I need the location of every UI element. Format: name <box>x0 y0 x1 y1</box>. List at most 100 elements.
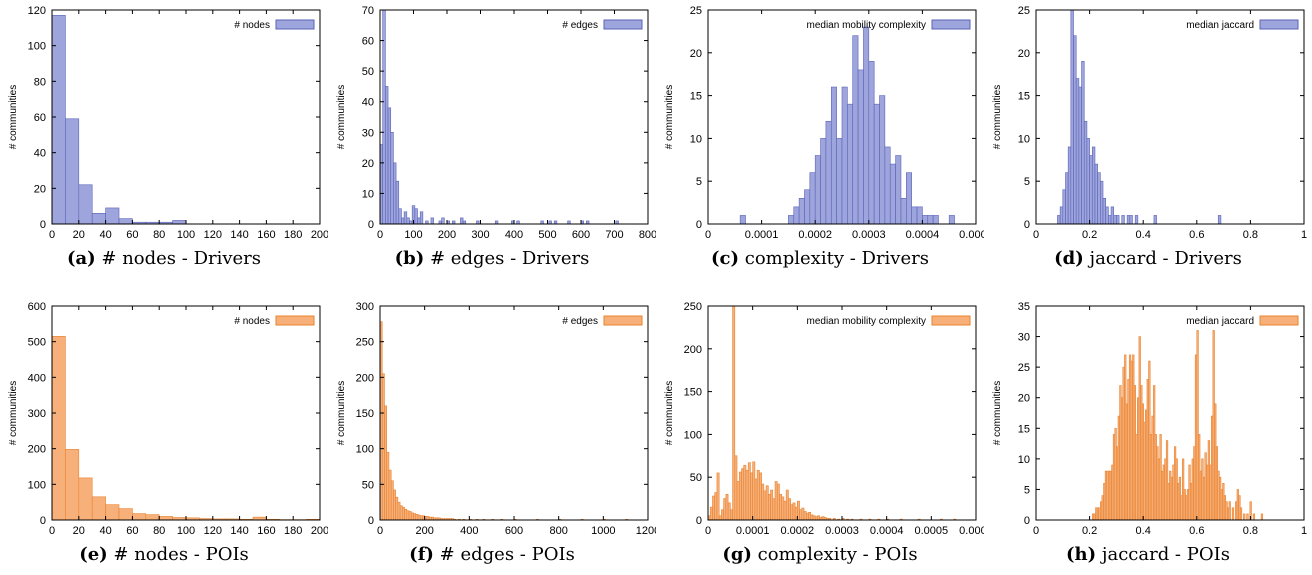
bar-g-45 <box>808 512 812 521</box>
bar-d-5 <box>1070 9 1074 225</box>
bar-c-1 <box>788 215 795 225</box>
bars-f <box>379 321 629 521</box>
y-tick-label-g-3: 150 <box>684 387 702 399</box>
x-tick-label-a-3: 60 <box>126 229 138 241</box>
y-tick-label-h-1: 5 <box>1024 484 1030 496</box>
bar-d-4 <box>1067 146 1072 225</box>
y-tick-label-d-3: 15 <box>1018 91 1030 103</box>
bar-g-3 <box>714 492 718 521</box>
bar-h-85 <box>1228 501 1231 521</box>
y-tick-label-c-3: 15 <box>690 91 702 103</box>
x-tick-label-d-1: 0.2 <box>1082 229 1097 241</box>
x-tick-label-c-1: 0.0001 <box>745 229 779 241</box>
bar-f-10 <box>402 506 405 521</box>
bar-a-9 <box>172 220 187 225</box>
bar-f-2 <box>384 405 388 521</box>
bar-d-24 <box>1126 215 1131 225</box>
bar-g-27 <box>768 494 771 521</box>
y-tick-label-e-1: 100 <box>28 479 46 491</box>
bar-c-4 <box>804 189 811 225</box>
caption-b: (b) # edges - Drivers <box>328 248 656 269</box>
y-tick-label-d-4: 20 <box>1018 48 1030 60</box>
bar-b-10 <box>406 217 410 225</box>
x-tick-label-g-4: 0.0004 <box>870 525 904 537</box>
y-axis-label-a: # communities <box>8 85 19 149</box>
bar-f-18 <box>419 515 423 521</box>
bar-f-21 <box>426 516 430 521</box>
y-tick-label-b-7: 70 <box>362 5 374 17</box>
x-tick-label-a-0: 0 <box>49 229 55 241</box>
bar-d-23 <box>1121 215 1125 225</box>
x-tick-label-d-4: 0.8 <box>1243 229 1258 241</box>
caption-label-g: (g) <box>722 544 752 565</box>
bar-f-9 <box>399 505 403 521</box>
bar-d-27 <box>1153 215 1157 225</box>
bar-g-11 <box>732 305 736 521</box>
bar-g-32 <box>779 494 783 521</box>
bar-f-13 <box>408 511 412 521</box>
y-axis-label-c: # communities <box>664 85 675 149</box>
bar-d-0 <box>1057 215 1061 225</box>
bar-g-30 <box>774 481 778 521</box>
bar-g-5 <box>718 515 722 521</box>
y-tick-label-c-5: 25 <box>690 5 702 17</box>
legend-swatch-c <box>931 19 971 30</box>
x-tick-label-f-3: 600 <box>505 525 523 537</box>
bar-c-9 <box>830 86 837 225</box>
y-tick-label-f-2: 100 <box>356 444 374 456</box>
x-tick-label-h-0: 0 <box>1033 525 1039 537</box>
y-tick-label-h-3: 15 <box>1018 423 1030 435</box>
bar-d-1 <box>1059 206 1064 225</box>
x-tick-label-g-5: 0.0005 <box>915 525 949 537</box>
bar-g-47 <box>812 515 816 521</box>
bar-g-49 <box>817 515 820 521</box>
bar-g-22 <box>756 470 760 521</box>
bar-g-38 <box>792 502 796 521</box>
bar-d-16 <box>1100 180 1104 225</box>
x-tick-label-b-7: 700 <box>605 229 623 241</box>
bar-d-6 <box>1073 35 1077 225</box>
bar-g-18 <box>747 462 751 521</box>
x-tick-label-c-3: 0.0003 <box>852 229 886 241</box>
bar-f-17 <box>417 514 421 521</box>
bar-d-13 <box>1091 146 1096 225</box>
y-tick-label-g-2: 100 <box>684 429 702 441</box>
x-tick-label-a-5: 100 <box>177 229 195 241</box>
y-tick-label-c-0: 0 <box>696 219 702 231</box>
x-tick-label-d-0: 0 <box>1033 229 1039 241</box>
bar-b-6 <box>395 180 400 225</box>
bar-a-0 <box>51 15 66 225</box>
x-tick-label-e-3: 60 <box>126 525 138 537</box>
bar-c-20 <box>889 163 896 225</box>
x-tick-label-d-2: 0.4 <box>1136 229 1151 241</box>
y-tick-label-c-4: 20 <box>690 48 702 60</box>
bar-g-25 <box>763 490 767 521</box>
x-tick-label-e-2: 40 <box>99 525 111 537</box>
bar-e-1 <box>65 449 80 521</box>
x-tick-label-c-0: 0 <box>705 229 711 241</box>
y-tick-label-a-5: 100 <box>28 41 46 53</box>
x-tick-label-b-8: 800 <box>639 229 656 241</box>
bar-h-95 <box>1260 513 1264 521</box>
bar-c-24 <box>911 206 918 225</box>
bar-c-23 <box>906 172 912 225</box>
bar-e-6 <box>132 513 147 521</box>
legend-swatch-g <box>931 315 971 326</box>
bar-f-4 <box>388 469 392 521</box>
x-tick-label-b-1: 100 <box>404 229 422 241</box>
bar-c-17 <box>873 103 880 225</box>
y-tick-label-h-6: 30 <box>1018 332 1030 344</box>
plot-frame-b <box>379 9 649 225</box>
bar-g-13 <box>736 481 740 521</box>
bar-e-4 <box>105 504 120 521</box>
bars-a <box>51 15 187 225</box>
y-tick-label-g-0: 0 <box>696 515 702 527</box>
bar-c-28 <box>932 215 939 225</box>
bar-e-2 <box>78 477 93 521</box>
bar-g-16 <box>743 464 747 521</box>
bar-e-8 <box>158 516 173 521</box>
bar-c-11 <box>841 86 848 225</box>
bars-h <box>1091 330 1264 521</box>
x-tick-label-a-4: 80 <box>153 229 165 241</box>
